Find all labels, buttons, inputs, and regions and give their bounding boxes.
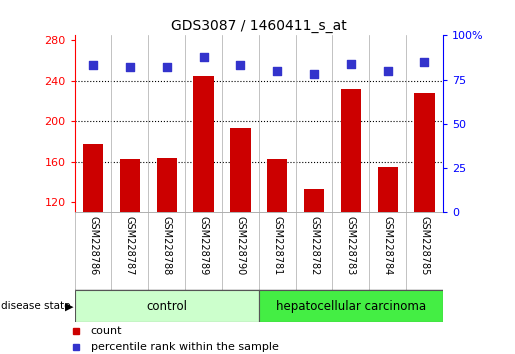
Point xyxy=(347,61,355,67)
Bar xyxy=(194,76,214,212)
Text: count: count xyxy=(91,326,123,336)
Bar xyxy=(259,290,443,322)
Point xyxy=(384,68,392,74)
Bar xyxy=(83,144,103,212)
Text: GSM228786: GSM228786 xyxy=(88,216,98,275)
Point xyxy=(310,72,318,77)
Bar xyxy=(157,158,177,212)
Text: GSM228787: GSM228787 xyxy=(125,216,135,276)
Title: GDS3087 / 1460411_s_at: GDS3087 / 1460411_s_at xyxy=(171,19,347,33)
Text: hepatocellular carcinoma: hepatocellular carcinoma xyxy=(276,300,426,313)
Point xyxy=(236,63,245,68)
Bar xyxy=(341,89,361,212)
Text: GSM228784: GSM228784 xyxy=(383,216,392,275)
Text: GSM228781: GSM228781 xyxy=(272,216,282,275)
Point xyxy=(199,54,208,59)
Text: disease state: disease state xyxy=(1,301,71,311)
Bar xyxy=(304,189,324,212)
Bar xyxy=(75,290,259,322)
Text: GSM228789: GSM228789 xyxy=(199,216,209,275)
Text: GSM228788: GSM228788 xyxy=(162,216,171,275)
Point xyxy=(273,68,281,74)
Text: control: control xyxy=(146,300,187,313)
Text: GSM228785: GSM228785 xyxy=(420,216,430,276)
Text: GSM228783: GSM228783 xyxy=(346,216,356,275)
Text: percentile rank within the sample: percentile rank within the sample xyxy=(91,342,279,352)
Bar xyxy=(230,129,250,212)
Point xyxy=(163,64,171,70)
Point xyxy=(420,59,428,65)
Text: GSM228790: GSM228790 xyxy=(235,216,245,275)
Point xyxy=(89,63,97,68)
Bar xyxy=(415,93,435,212)
Point xyxy=(126,64,134,70)
Text: GSM228782: GSM228782 xyxy=(309,216,319,276)
Text: ▶: ▶ xyxy=(65,301,74,311)
Bar xyxy=(120,159,140,212)
Bar xyxy=(377,167,398,212)
Bar xyxy=(267,159,287,212)
